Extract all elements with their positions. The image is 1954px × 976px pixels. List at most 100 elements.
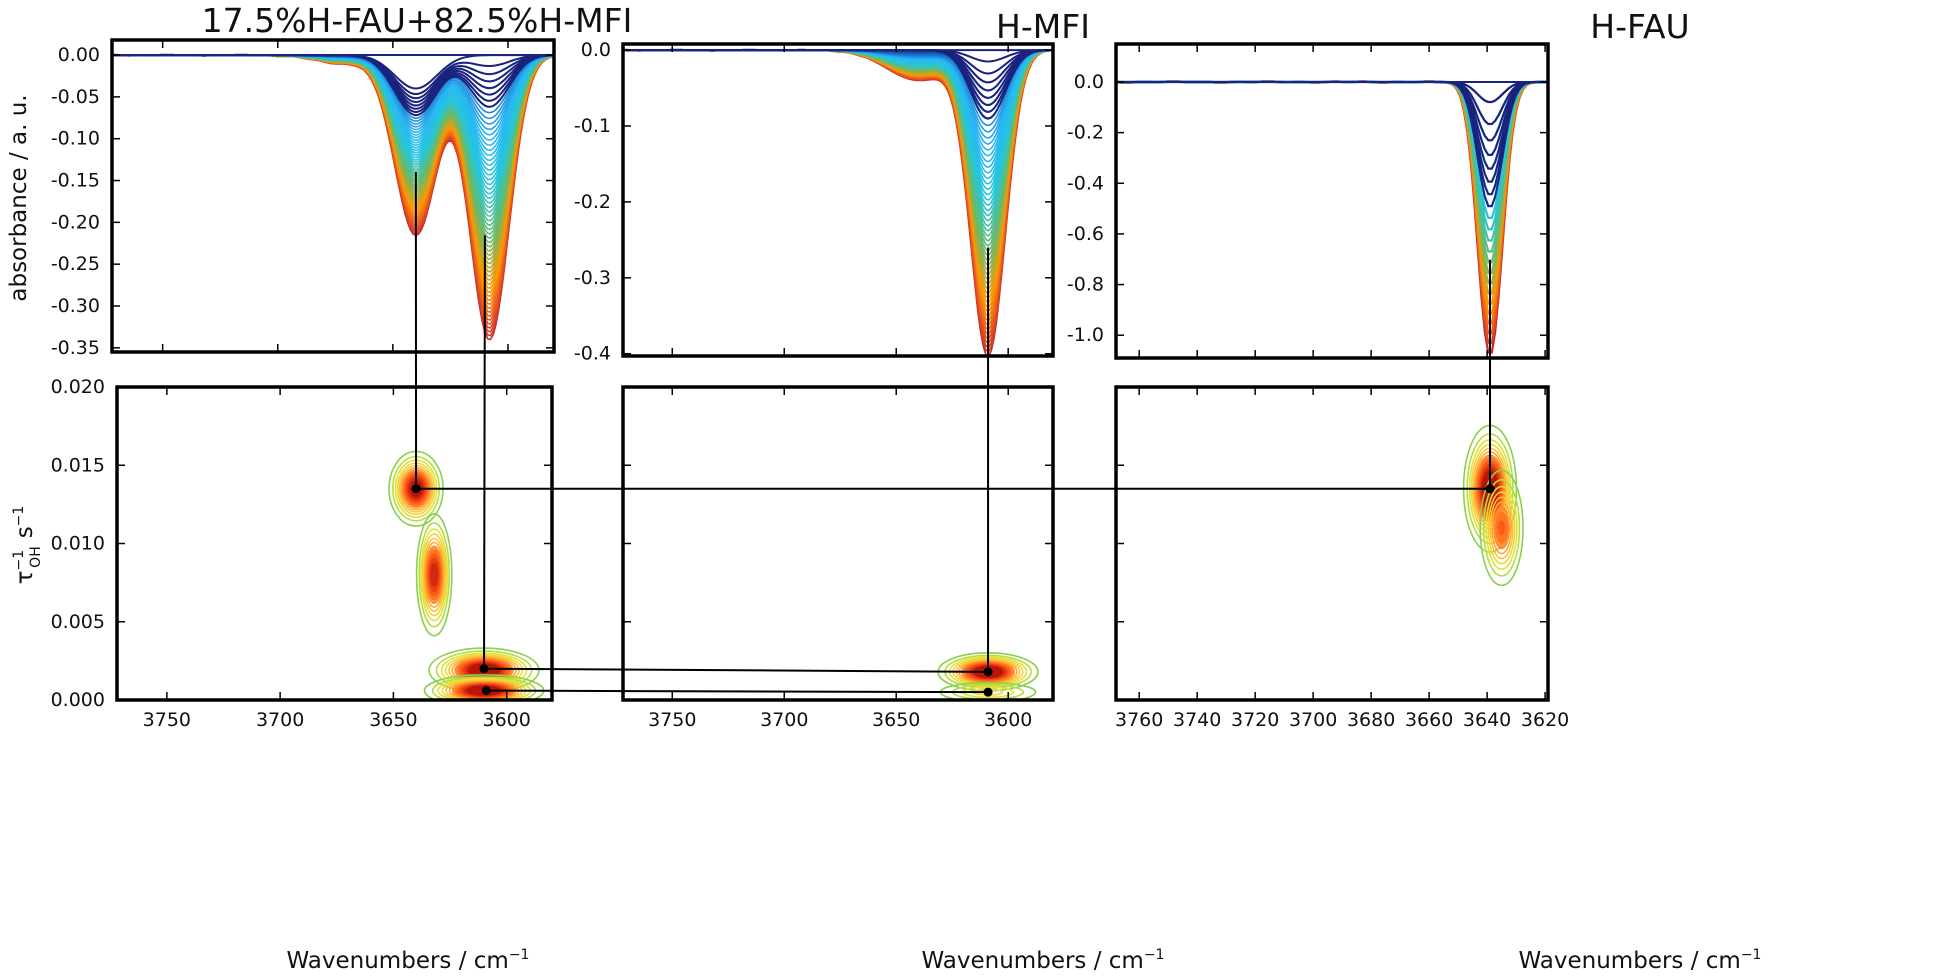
y-tick-label: 0.000	[51, 689, 105, 711]
spectra-group-0	[112, 53, 554, 341]
spectrum-line	[112, 53, 554, 141]
spectrum-line	[1116, 80, 1548, 156]
x-tick-label: 3620	[1521, 709, 1569, 731]
spectrum-line-early	[623, 49, 1053, 84]
y-tick-label: -0.2	[1067, 122, 1104, 144]
spectrum-line-early	[1116, 81, 1548, 170]
contour-level	[418, 522, 450, 628]
panel-title-mixture: 17.5%H-FAU+82.5%H-MFI	[202, 1, 633, 40]
spectrum-line	[112, 53, 554, 290]
connector-line	[483, 235, 486, 669]
spectra-layer	[112, 48, 1548, 356]
y-tick-label: -0.10	[51, 128, 100, 150]
spectrum-line	[112, 53, 554, 252]
spectrum-line	[112, 53, 554, 200]
x-tick-label: 3760	[1115, 709, 1163, 731]
y-tick-label: -0.15	[51, 170, 100, 192]
x-tick-label: 3650	[872, 709, 920, 731]
spectrum-line	[1116, 80, 1548, 170]
spectrum-line	[1116, 80, 1548, 126]
y-tick-label: 0.0	[1074, 71, 1104, 93]
spectrum-line	[623, 49, 1053, 84]
contour-level	[1491, 501, 1512, 555]
spectrum-line-early	[1116, 81, 1548, 125]
spectrum-line	[623, 48, 1053, 151]
connectors-layer	[411, 172, 1495, 697]
spectrum-line	[112, 54, 554, 152]
spectrum-line	[112, 53, 554, 244]
spectrum-line-early	[1116, 81, 1548, 156]
spectrum-line	[112, 53, 554, 222]
x-tick-label: 3750	[648, 709, 696, 731]
contour-level	[1483, 479, 1521, 577]
y-tick-label: -0.35	[51, 337, 100, 359]
spectrum-line-early	[623, 49, 1053, 92]
x-tick-label: 3600	[984, 709, 1032, 731]
peak-marker	[479, 664, 489, 674]
spectrum-line	[623, 48, 1053, 232]
spectra-group-2	[1116, 80, 1548, 354]
spectrum-line	[1116, 80, 1548, 142]
y-tick-label: -0.4	[574, 343, 611, 365]
spectrum-line	[1116, 80, 1548, 104]
peak-marker	[481, 686, 491, 696]
x-tick-label: 3680	[1347, 709, 1395, 731]
peak-marker	[1485, 484, 1495, 494]
y-tick-label: 0.0	[581, 39, 611, 61]
contour-level	[1487, 491, 1516, 565]
contours-layer	[388, 424, 1524, 700]
panel-title-hfau: H-FAU	[1590, 7, 1689, 46]
connector-line	[486, 689, 989, 694]
spectrum-line-early	[1116, 81, 1548, 183]
spectrum-line	[623, 49, 1053, 180]
x-tick-label: 3640	[1463, 709, 1511, 731]
spectrum-line	[623, 49, 1053, 92]
contour-level	[1498, 520, 1505, 536]
y-tick-label: -0.2	[574, 191, 611, 213]
contour-level	[420, 528, 449, 622]
spectrum-line	[623, 48, 1053, 242]
x-tick-label: 3720	[1231, 709, 1279, 731]
spectrum-line	[112, 53, 554, 294]
x-tick-label: 3740	[1173, 709, 1221, 731]
y-tick-label: -0.05	[51, 86, 100, 108]
spectra-group-1	[623, 48, 1053, 356]
connector-line	[484, 667, 989, 673]
contour-group-5	[1462, 424, 1524, 587]
y-tick-label: -1.0	[1067, 324, 1104, 346]
y-axis-label-tau: τ−1OHs−1	[11, 506, 44, 585]
spectrum-line	[623, 49, 1053, 185]
spectrum-line	[623, 48, 1053, 237]
y-tick-label: -0.25	[51, 253, 100, 275]
y-tick-label: -0.4	[1067, 172, 1104, 194]
frames-layer	[110, 38, 1550, 702]
contour-level	[430, 562, 439, 587]
ticks-layer: 0.00 -0.05 -0.10 -0.15 -0.20 -0.25 -0.30 -0.35 0…	[51, 39, 1570, 731]
x-tick-label: 3700	[1289, 709, 1337, 731]
contour-level	[423, 541, 445, 608]
y-tick-label: 0.020	[51, 376, 105, 398]
peak-marker	[983, 687, 993, 697]
x-tick-label: 3650	[369, 709, 417, 731]
contour-level	[1479, 469, 1524, 587]
x-tick-label: 3750	[143, 709, 191, 731]
y-tick-label: -0.3	[574, 267, 611, 289]
x-axis-label-right: Wavenumbers / cm−1	[1519, 947, 1762, 974]
panel-title-hmfi: H-MFI	[996, 7, 1090, 46]
spectrum-line	[623, 49, 1053, 120]
y-tick-label: 0.015	[51, 454, 105, 476]
peak-marker	[983, 667, 993, 677]
y-tick-label: -0.8	[1067, 274, 1104, 296]
spectrum-line	[1116, 80, 1548, 253]
svg-text:τ−1OHs−1: τ−1OHs−1	[11, 506, 44, 585]
spectrum-line	[1116, 80, 1548, 183]
spectrum-line-early	[623, 49, 1053, 107]
spectrum-line	[112, 53, 554, 176]
x-tick-label: 3660	[1405, 709, 1453, 731]
contour-level	[1485, 485, 1518, 570]
spectrum-line	[623, 48, 1053, 217]
spectrum-line	[112, 53, 554, 269]
spectrum-line-early	[623, 49, 1053, 113]
y-tick-label: 0.005	[51, 611, 105, 633]
